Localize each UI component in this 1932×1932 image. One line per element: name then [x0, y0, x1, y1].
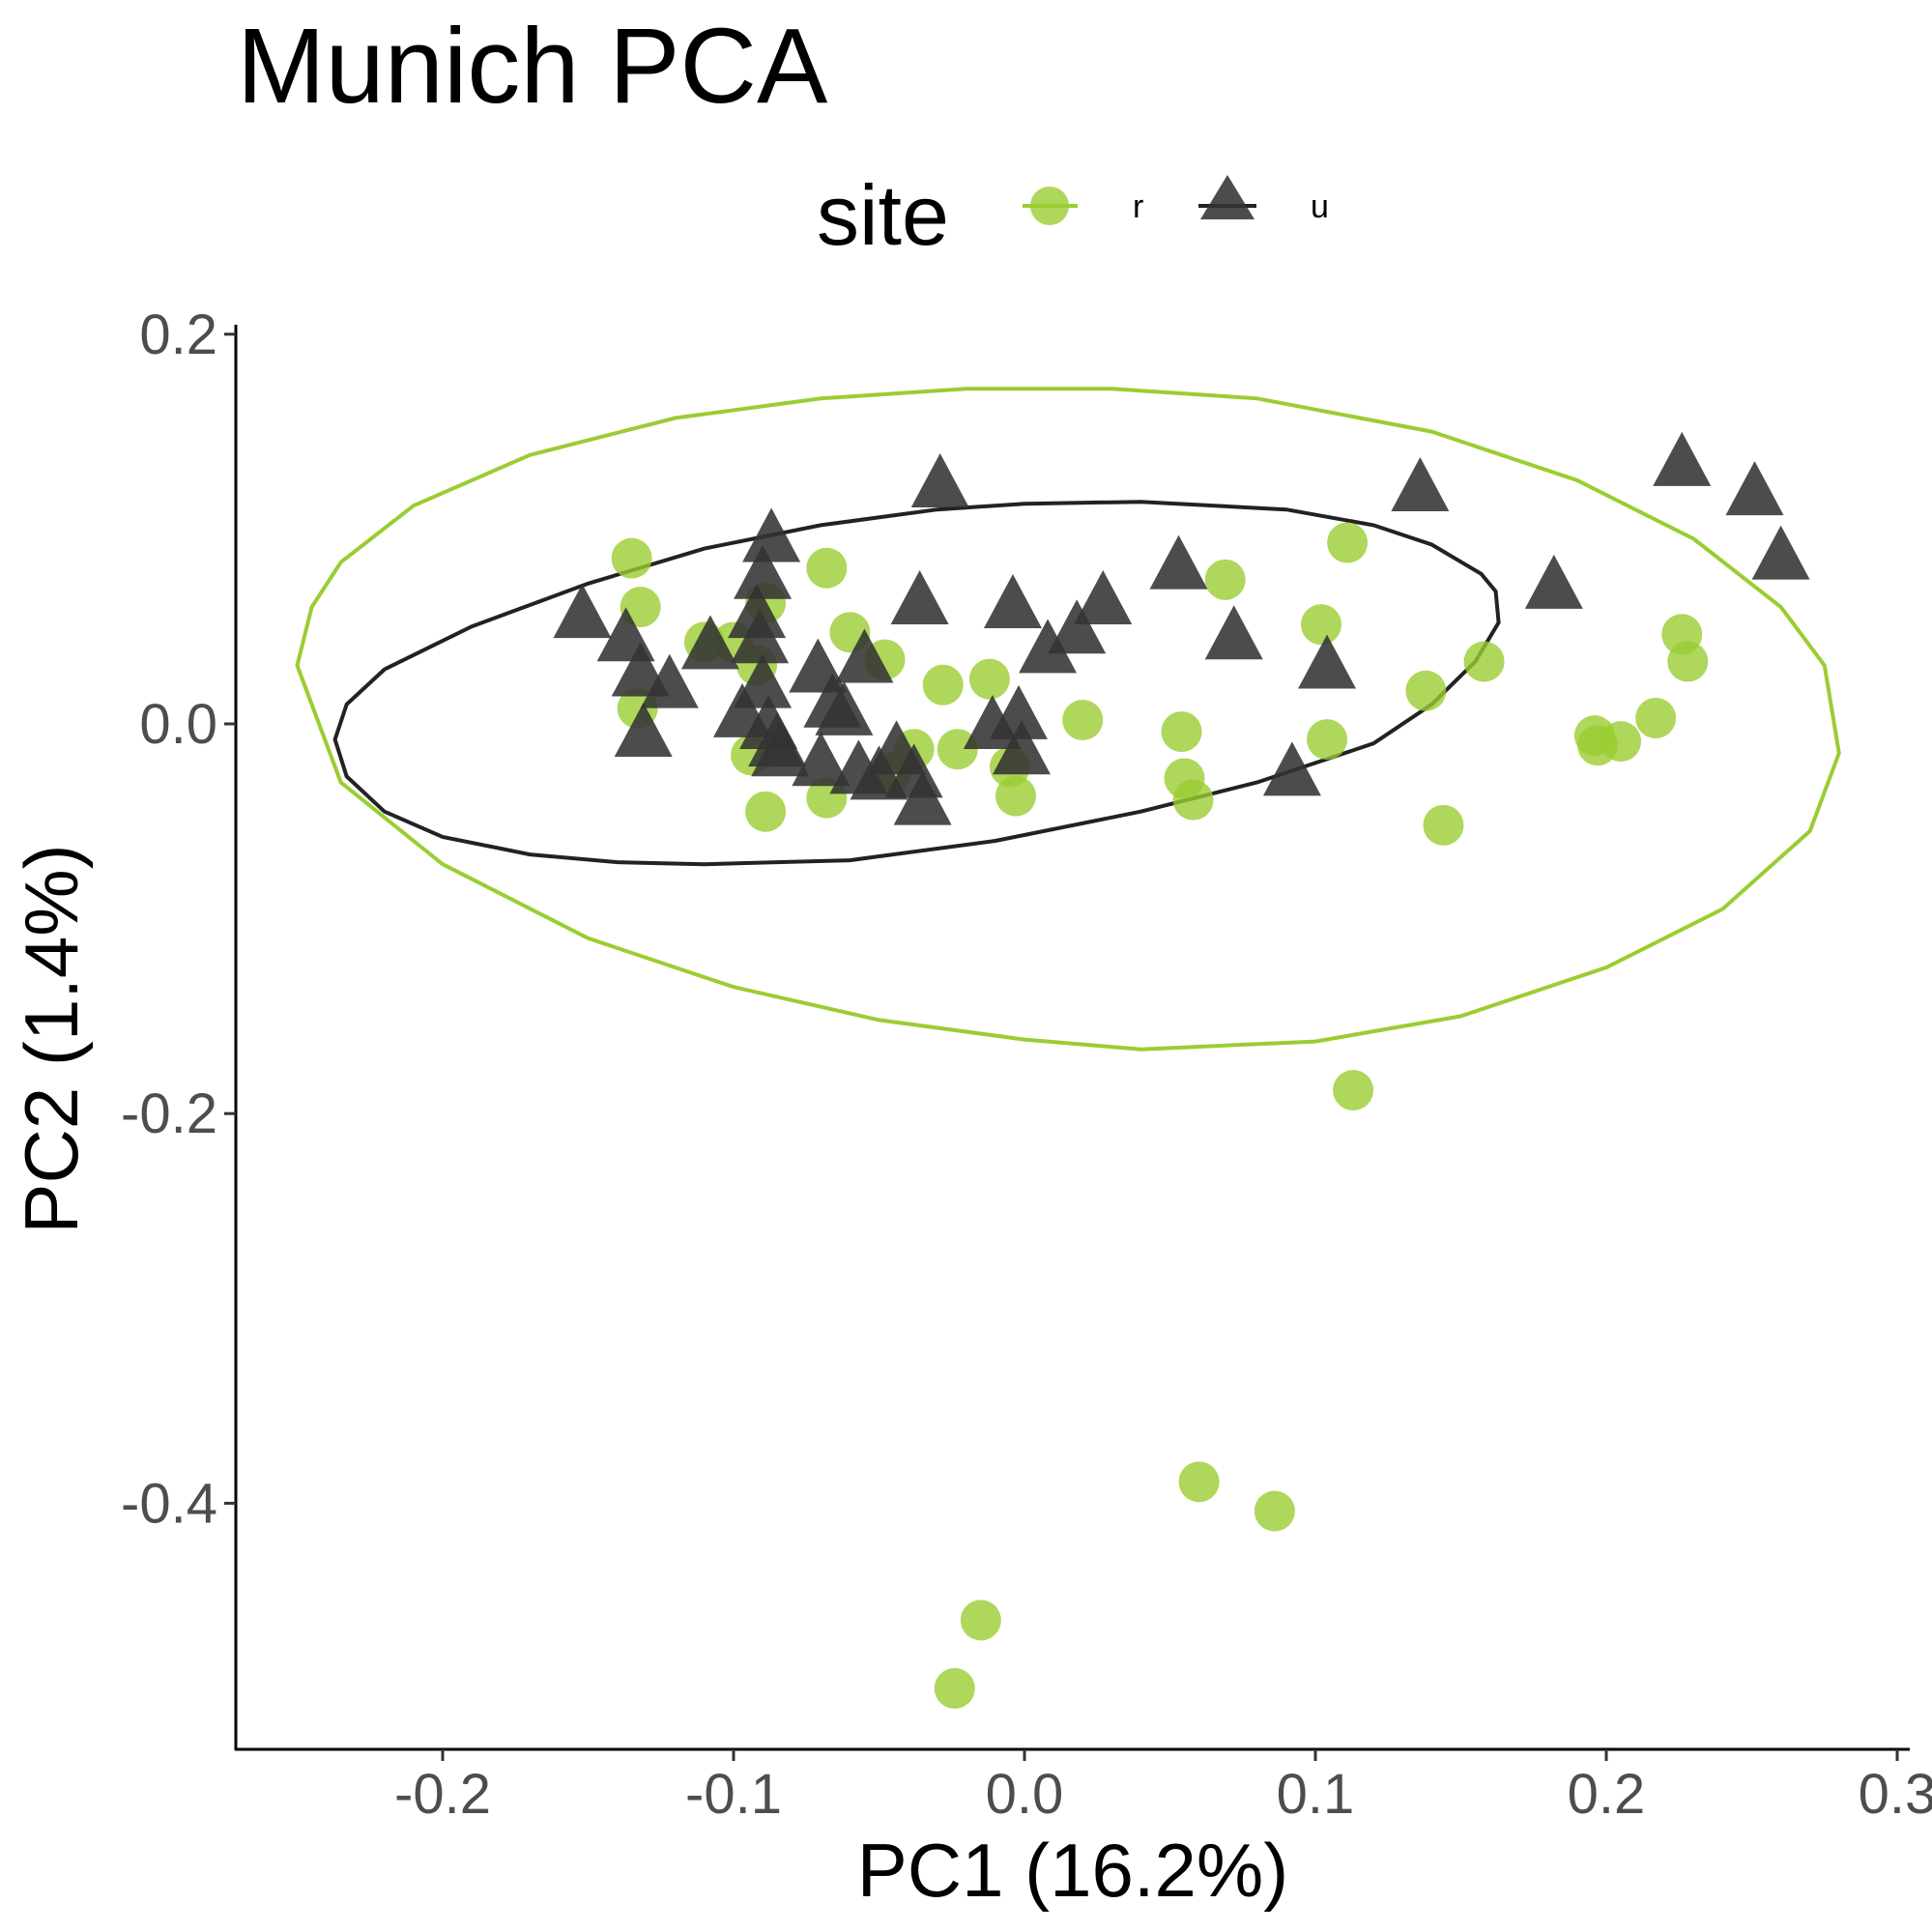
point-u-29: [992, 720, 1051, 775]
x-tick-label: 0.0: [986, 1763, 1064, 1826]
ellipse-u: [332, 500, 1501, 867]
point-r-22: [1204, 559, 1246, 600]
point-r-8: [922, 664, 964, 706]
point-r-0: [611, 537, 652, 579]
legend-key-marker-r: [1030, 187, 1069, 225]
x-tick-label: -0.1: [685, 1763, 782, 1826]
y-axis-ticks: 0.2 0.0 -0.2 -0.4: [121, 303, 236, 1535]
point-u-32: [1048, 599, 1107, 654]
legend: site r u: [817, 167, 1329, 263]
chart-title: Munich PCA: [237, 7, 828, 126]
x-tick-label: 0.3: [1859, 1763, 1932, 1826]
point-r-18: [995, 775, 1036, 817]
point-r-38: [960, 1600, 1001, 1641]
legend-item-r: r: [1023, 187, 1143, 225]
point-u-40: [1653, 431, 1712, 486]
point-u-19: [815, 680, 874, 735]
point-u-2: [734, 544, 793, 599]
point-r-21: [1172, 779, 1214, 821]
point-r-35: [1333, 1070, 1374, 1111]
y-tick-label: -0.4: [121, 1472, 217, 1535]
point-r-39: [934, 1667, 975, 1709]
point-u-28: [989, 684, 1048, 739]
point-r-34: [1667, 641, 1709, 682]
point-r-9: [968, 658, 1010, 700]
point-r-27: [1463, 641, 1505, 682]
point-u-33: [1074, 569, 1133, 624]
point-u-4: [731, 609, 790, 664]
legend-key-marker-u: [1200, 175, 1254, 219]
data-points: [553, 431, 1810, 1709]
point-u-26: [890, 569, 949, 624]
point-u-17: [835, 628, 894, 683]
point-r-23: [1301, 604, 1342, 646]
point-u-36: [1262, 741, 1321, 796]
point-u-14: [751, 722, 810, 777]
point-u-38: [1391, 457, 1450, 512]
x-tick-label: 0.1: [1277, 1763, 1355, 1826]
point-u-9: [680, 615, 739, 670]
point-u-0: [910, 453, 969, 507]
point-u-25: [893, 770, 952, 825]
point-r-25: [1307, 719, 1348, 761]
point-r-16: [745, 791, 787, 832]
point-r-24: [1327, 522, 1369, 563]
x-tick-label: -0.2: [394, 1763, 491, 1826]
legend-item-u: u: [1198, 175, 1329, 225]
point-u-39: [1524, 554, 1583, 609]
y-tick-label: 0.0: [139, 693, 217, 756]
legend-title: site: [817, 167, 949, 263]
point-u-1: [742, 507, 801, 562]
point-r-3: [806, 547, 848, 589]
point-r-26: [1405, 670, 1447, 711]
point-u-30: [983, 573, 1042, 628]
confidence-ellipses: [295, 387, 1841, 1052]
x-axis-title: PC1 (16.2%): [857, 1828, 1289, 1913]
ellipse-r: [295, 387, 1841, 1052]
legend-label-u: u: [1311, 188, 1329, 225]
point-r-10: [1062, 699, 1104, 740]
point-u-5: [553, 584, 612, 639]
legend-label-r: r: [1133, 188, 1143, 225]
x-axis-ticks: -0.2 -0.1 0.0 0.1 0.2 0.3: [394, 1749, 1932, 1826]
point-r-13: [937, 729, 978, 770]
point-u-34: [1149, 534, 1208, 590]
point-u-35: [1204, 605, 1263, 660]
point-r-37: [1254, 1490, 1295, 1532]
point-u-15: [614, 703, 673, 758]
point-u-3: [728, 584, 787, 639]
point-u-37: [1298, 634, 1357, 689]
point-u-20: [792, 732, 851, 787]
point-r-32: [1635, 697, 1677, 738]
y-axis-title: PC2 (1.4%): [9, 844, 94, 1233]
point-u-8: [640, 653, 699, 708]
x-tick-label: 0.2: [1568, 1763, 1646, 1826]
point-u-31: [1019, 619, 1078, 674]
point-u-42: [1751, 525, 1810, 580]
point-r-31: [1600, 721, 1642, 763]
point-r-28: [1423, 804, 1464, 846]
point-r-36: [1178, 1461, 1220, 1503]
point-u-41: [1725, 461, 1784, 516]
y-tick-label: -0.2: [121, 1082, 217, 1145]
y-tick-label: 0.2: [139, 303, 217, 366]
point-r-19: [1161, 711, 1202, 753]
